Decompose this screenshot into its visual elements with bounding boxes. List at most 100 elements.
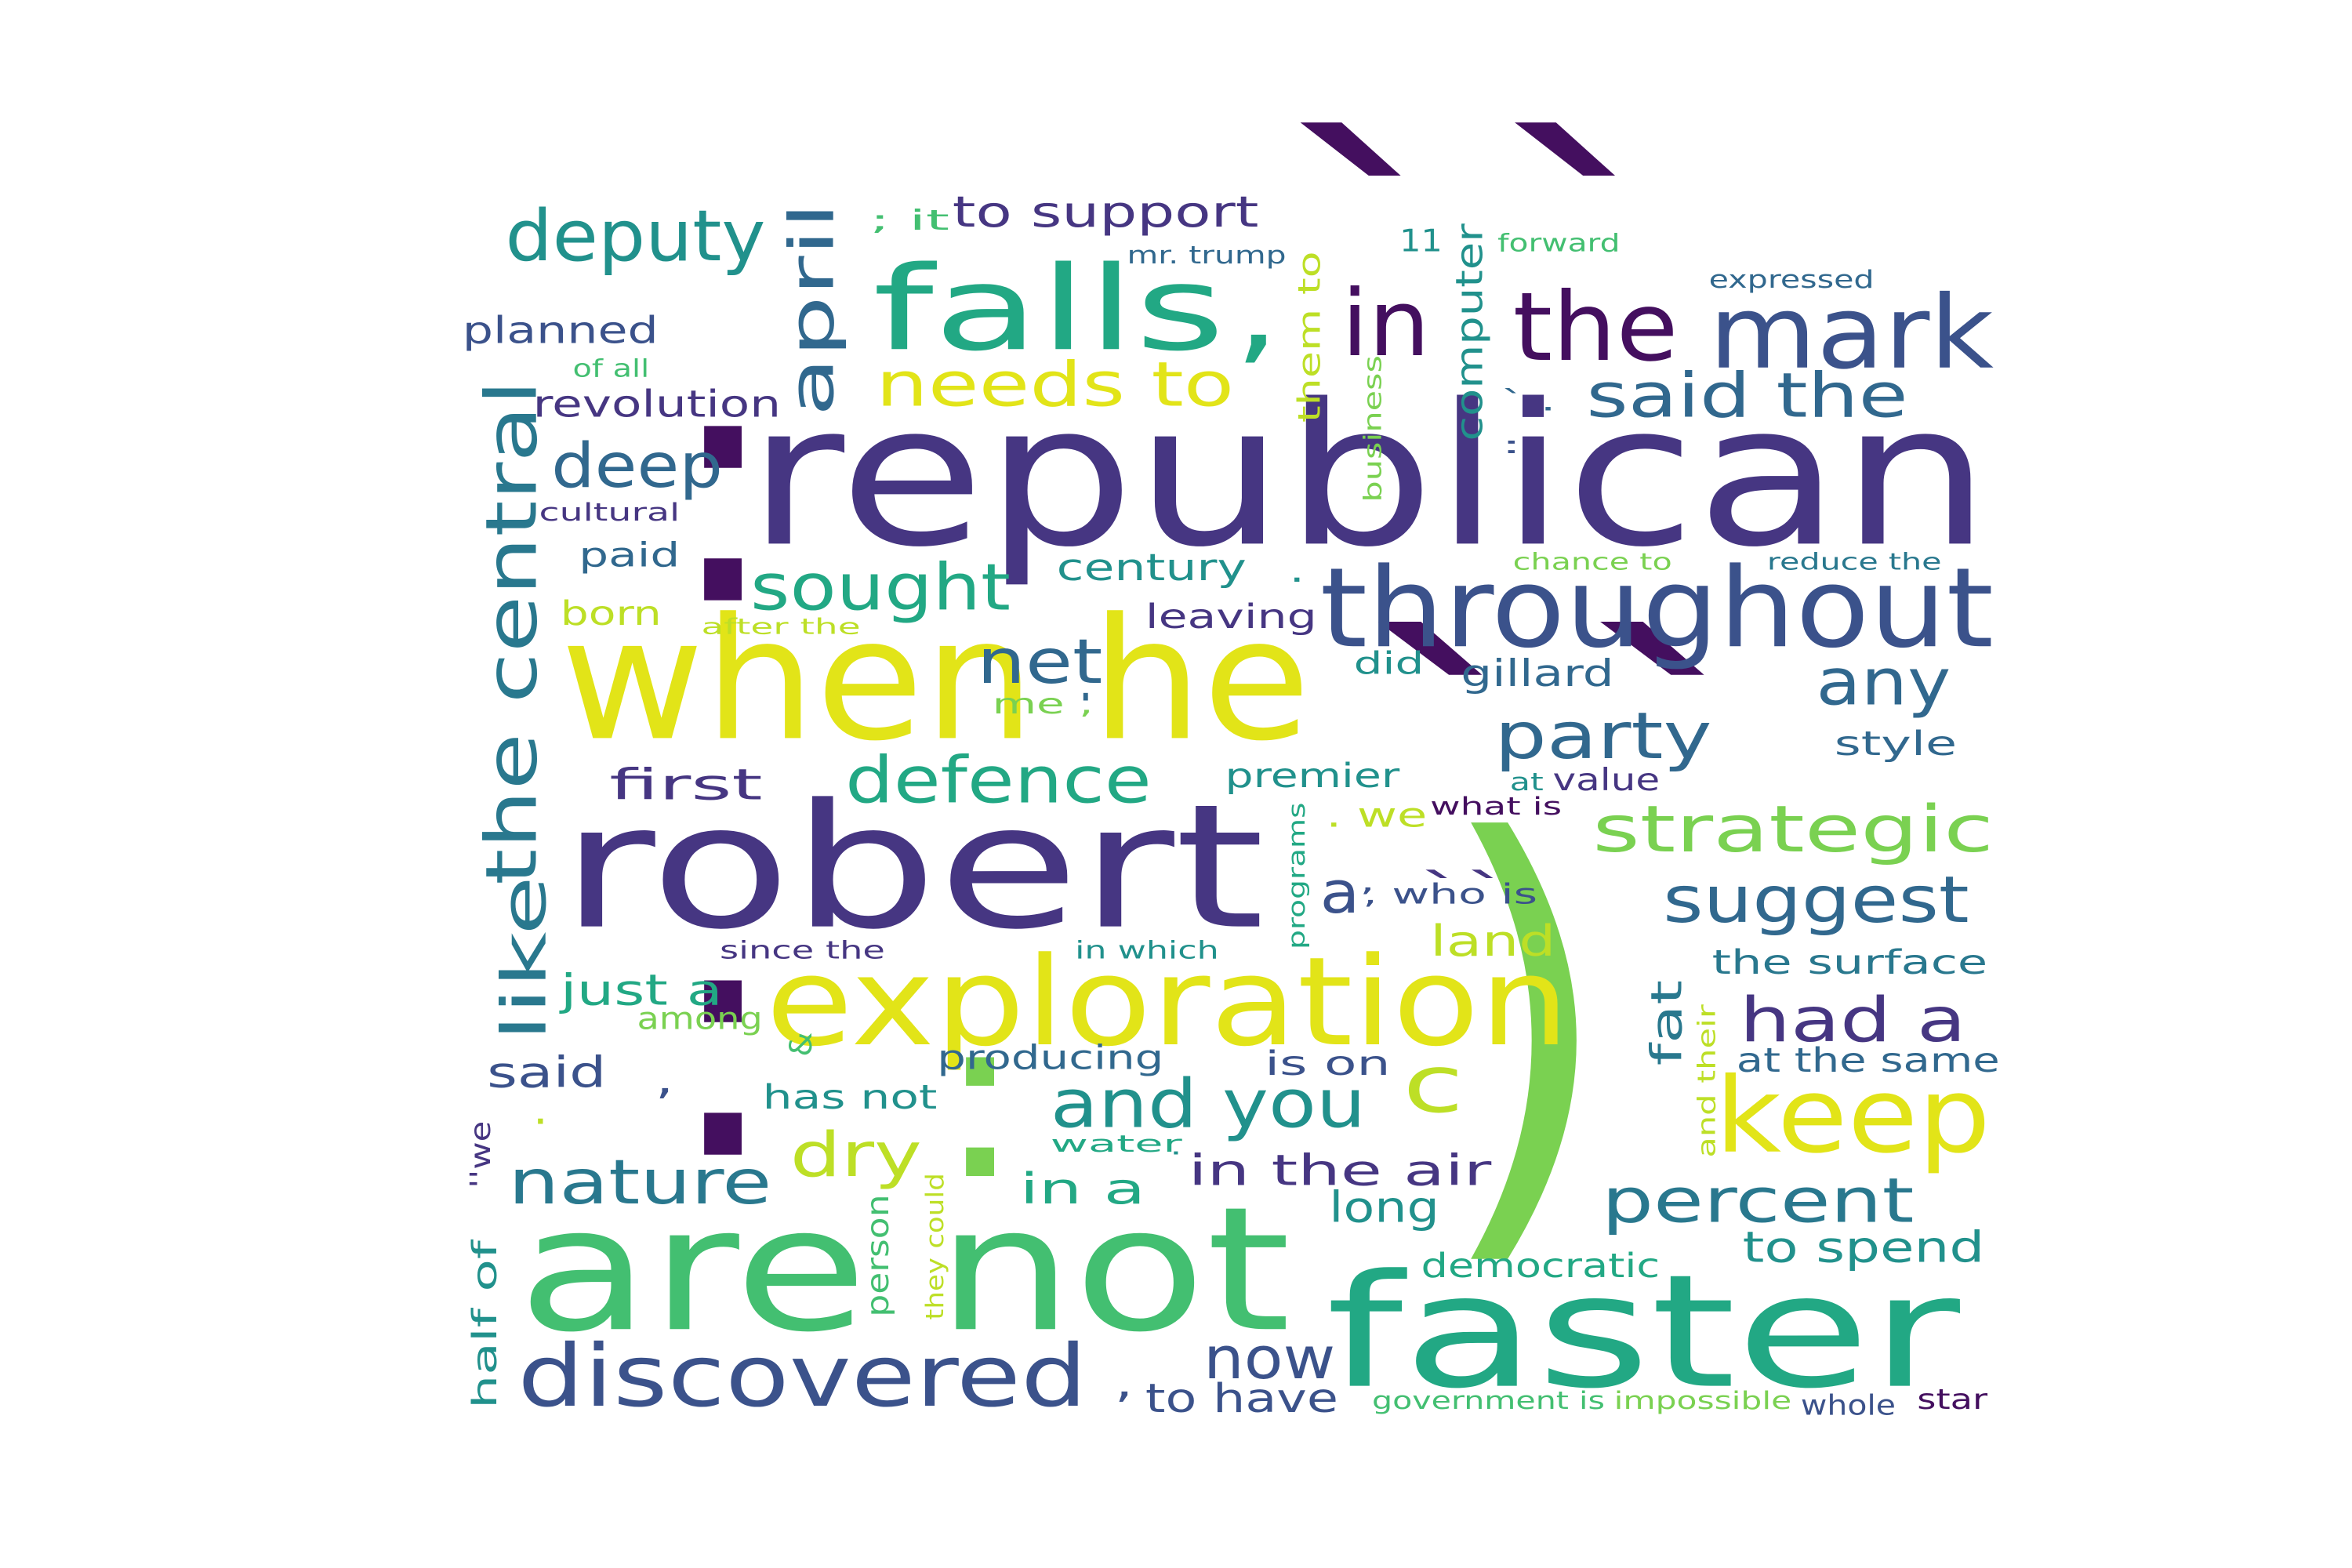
cloud-word: century [1057, 546, 1247, 590]
cloud-word: planned [463, 310, 659, 353]
cloud-word: me , [993, 688, 1094, 720]
cloud-word: long [1329, 1182, 1439, 1232]
cloud-word: has not [763, 1078, 938, 1117]
cloud-word: and their [1693, 1004, 1722, 1157]
cloud-word: producing [937, 1038, 1163, 1077]
cloud-word: dry [790, 1120, 922, 1191]
cloud-word: to have [1145, 1375, 1338, 1421]
cloud-word: after the [702, 615, 861, 640]
cloud-word: are not [517, 1170, 1290, 1370]
cloud-word: born [561, 594, 662, 633]
cloud-word: the central [472, 379, 554, 885]
cloud-word: premier [1225, 757, 1400, 796]
cloud-word: ` . [1501, 385, 1555, 417]
cloud-word: said [487, 1047, 606, 1098]
cloud-glyph: `` [1265, 85, 1693, 424]
cloud-word: republican [747, 361, 1991, 590]
cloud-word: in a [1020, 1163, 1145, 1214]
cloud-word: keep [1715, 1056, 1991, 1177]
cloud-word: , [1359, 866, 1375, 898]
cloud-word: percent [1602, 1167, 1914, 1237]
cloud-word: computer [1449, 223, 1492, 441]
cloud-word: robert [561, 768, 1265, 967]
cloud-word: star [1917, 1384, 1987, 1416]
cloud-word: . [1290, 551, 1305, 590]
cloud-word: exploration [766, 931, 1570, 1073]
cloud-word: needs to [876, 350, 1234, 421]
cloud-word: is on [1265, 1044, 1390, 1083]
cloud-word: discovered [517, 1326, 1087, 1426]
cloud-word: just a [559, 964, 722, 1014]
cloud-word: in the air [1189, 1145, 1493, 1196]
cloud-word: in [1341, 270, 1430, 377]
cloud-word: in which [1075, 937, 1219, 965]
cloud-word: april [778, 202, 848, 416]
punctuation-glyphs: :::````) [662, 85, 1786, 1310]
cloud-word: fat [1642, 980, 1692, 1065]
cloud-word: reduce the [1767, 549, 1942, 575]
cloud-word: did [1354, 646, 1425, 681]
cloud-word: whole [1801, 1390, 1896, 1422]
cloud-word: leaving [1145, 597, 1317, 637]
cloud-word: ' [1078, 688, 1094, 720]
cloud-word: mr. trump [1127, 241, 1287, 270]
cloud-word: & [784, 1032, 819, 1056]
cloud-word: ; it [869, 205, 949, 237]
cloud-word: . [533, 1084, 549, 1134]
cloud-word: what is [1430, 793, 1562, 821]
cloud-word: when he [561, 582, 1311, 778]
cloud-word: c [1403, 1038, 1464, 1131]
cloud-word: party [1494, 699, 1711, 774]
cloud-glyph: ) [1433, 740, 1617, 1310]
cloud-word: had a [1740, 985, 1966, 1056]
cloud-word: and you [1051, 1065, 1366, 1144]
cloud-word: to spend [1743, 1221, 1985, 1272]
cloud-word: business [1359, 355, 1388, 503]
cloud-word: among [637, 1002, 763, 1037]
cloud-word: suggest [1663, 863, 1969, 938]
cloud-glyph: `` [1341, 585, 1785, 924]
cloud-word: forward [1497, 229, 1620, 257]
cloud-word: a [1320, 859, 1360, 927]
cloud-word: the [1513, 272, 1679, 383]
cloud-word: first [609, 760, 762, 810]
cloud-word: , who is [1363, 878, 1537, 910]
cloud-word: since the [720, 937, 885, 965]
cloud-word: of all [573, 355, 650, 383]
cloud-word: defence [845, 743, 1152, 818]
cloud-word: , [655, 1054, 673, 1104]
cloud-word: to support [953, 187, 1259, 237]
cloud-word: person [861, 1194, 896, 1316]
cloud-word: falls [873, 241, 1225, 376]
cloud-word: cultural [539, 499, 681, 527]
cloud-word: . we [1326, 797, 1427, 836]
cloud-word: the surface [1712, 943, 1988, 982]
cloud-word: at [1510, 768, 1544, 797]
cloud-word: now [1203, 1325, 1335, 1392]
cloud-word: net [977, 627, 1102, 698]
cloud-word: mark [1709, 274, 1994, 392]
cloud-word: sought [750, 550, 1011, 625]
cloud-word: : [1501, 431, 1522, 459]
cloud-word: throughout [1320, 544, 1994, 673]
cloud-word: 11 [1399, 223, 1443, 259]
cloud-word: expressed [1709, 266, 1875, 294]
cloud-word: chance to [1513, 549, 1672, 575]
cloud-word: said the [1586, 361, 1907, 431]
cloud-word: ''we [465, 1121, 497, 1189]
cloud-word: `` [1418, 864, 1510, 917]
cloud-word: strategic [1592, 793, 1994, 867]
cloud-word: any [1816, 645, 1951, 720]
cloud-word: land [1430, 916, 1555, 966]
cloud-word: deputy [506, 196, 766, 278]
cloud-word: nature [508, 1148, 771, 1218]
cloud-word: deep [551, 431, 723, 502]
cloud-word: . [1170, 1133, 1182, 1161]
cloud-word: at the same [1737, 1041, 2000, 1080]
cloud-glyph: : [934, 964, 1025, 1231]
cloud-glyph: : [662, 843, 784, 1235]
cloud-word: democratic [1421, 1247, 1661, 1286]
cloud-word: style [1835, 724, 1957, 764]
